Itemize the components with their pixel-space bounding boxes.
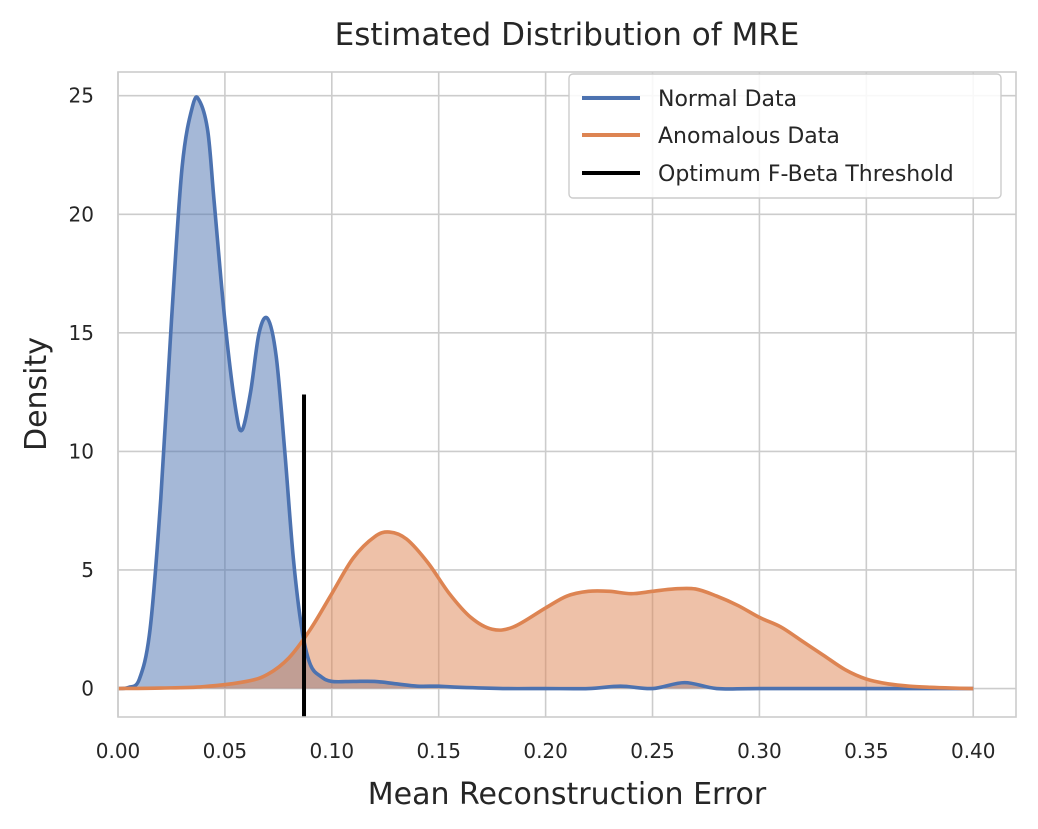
density-fills [118,97,974,689]
x-tick-label: 0.05 [203,739,248,763]
y-tick-labels: 0 5 10 15 20 25 [69,84,94,701]
x-tick-label: 0.20 [523,739,568,763]
chart-title: Estimated Distribution of MRE [335,17,800,53]
density-lines [117,95,974,717]
x-tick-label: 0.10 [310,739,355,763]
x-tick-label: 0.40 [951,739,996,763]
x-tick-label: 0.00 [96,739,141,763]
y-tick-label: 25 [69,84,94,108]
area-anomalous-data [118,531,974,689]
y-tick-label: 10 [69,439,94,463]
x-tick-label: 0.25 [630,739,675,763]
legend-label-threshold: Optimum F-Beta Threshold [658,162,954,187]
area-normal-data [118,97,974,689]
line-anomalous-data [117,530,974,691]
x-tick-label: 0.30 [737,739,782,763]
x-axis-label: Mean Reconstruction Error [368,777,767,812]
x-tick-labels: 0.00 0.05 0.10 0.15 0.20 0.25 0.30 0.35 0.40 [96,739,996,763]
y-tick-label: 20 [69,202,94,226]
x-tick-label: 0.15 [416,739,461,763]
legend: Normal Data Anomalous Data Optimum F-Bet… [568,73,1002,199]
legend-label-normal: Normal Data [658,87,797,112]
x-tick-label: 0.35 [844,739,889,763]
legend-box [568,73,1002,199]
legend-label-anomalous: Anomalous Data [658,124,840,149]
y-tick-label: 5 [81,558,94,582]
y-tick-label: 15 [69,321,94,345]
y-tick-label: 0 [81,677,94,701]
plot-frame [117,71,1017,718]
y-axis-label: Density [19,337,54,451]
line-normal-data [117,95,974,691]
